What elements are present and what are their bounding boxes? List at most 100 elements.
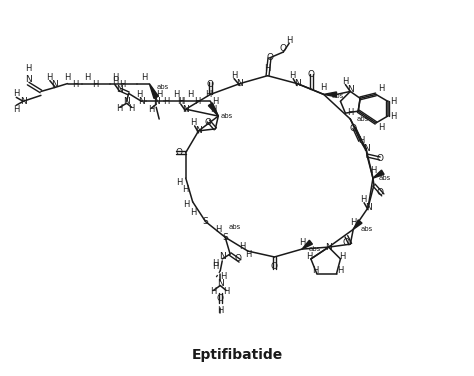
Text: H: H <box>182 185 189 194</box>
Polygon shape <box>373 170 384 178</box>
Text: H: H <box>306 252 312 261</box>
Text: N: N <box>347 85 354 94</box>
Text: H: H <box>360 195 366 204</box>
Polygon shape <box>324 92 337 97</box>
Text: O: O <box>266 53 273 62</box>
Text: O: O <box>280 44 287 53</box>
Text: H: H <box>320 83 327 92</box>
Text: H: H <box>311 266 318 275</box>
Text: H: H <box>173 90 179 99</box>
Text: H: H <box>391 112 397 121</box>
Text: H: H <box>210 105 217 114</box>
Text: H: H <box>391 97 397 106</box>
Text: H: H <box>212 262 219 271</box>
Text: O: O <box>308 70 314 79</box>
Text: H: H <box>191 208 197 217</box>
Text: H: H <box>183 200 190 209</box>
Text: O: O <box>205 118 212 127</box>
Text: H: H <box>212 97 219 106</box>
Text: N: N <box>25 75 31 84</box>
Text: O: O <box>376 188 383 197</box>
Text: N: N <box>365 203 372 212</box>
Text: abs: abs <box>356 116 368 122</box>
Text: H: H <box>177 97 183 106</box>
Text: H: H <box>342 77 348 86</box>
Text: H: H <box>239 242 245 251</box>
Text: H: H <box>245 250 251 259</box>
Text: N: N <box>138 97 145 106</box>
Text: H: H <box>347 108 354 117</box>
Text: N: N <box>237 79 243 88</box>
Text: H: H <box>299 238 305 247</box>
Text: H: H <box>289 71 295 80</box>
Text: H: H <box>194 97 201 106</box>
Text: Eptifibatide: Eptifibatide <box>191 349 283 362</box>
Text: H: H <box>231 71 237 80</box>
Text: abs: abs <box>309 246 321 252</box>
Text: O: O <box>376 154 383 163</box>
Text: N: N <box>117 85 123 94</box>
Text: H: H <box>117 104 123 113</box>
Text: N: N <box>294 79 301 88</box>
Text: abs: abs <box>360 226 373 232</box>
Text: H: H <box>264 64 271 73</box>
Polygon shape <box>353 220 362 229</box>
Text: O: O <box>350 124 357 133</box>
Text: abs: abs <box>220 113 233 119</box>
Text: H: H <box>378 123 384 132</box>
Text: N: N <box>325 243 332 252</box>
Text: O: O <box>235 255 241 264</box>
Text: H: H <box>220 272 227 281</box>
Text: H: H <box>191 118 197 127</box>
Text: H: H <box>210 287 217 296</box>
Polygon shape <box>209 103 219 116</box>
Text: H: H <box>215 225 221 234</box>
Text: H: H <box>64 73 71 82</box>
Text: O: O <box>343 238 350 247</box>
Text: abs: abs <box>332 93 344 99</box>
Text: N: N <box>217 279 224 288</box>
Text: H: H <box>112 77 118 86</box>
Text: H: H <box>223 287 229 296</box>
Text: abs: abs <box>228 224 240 230</box>
Text: H: H <box>148 105 155 114</box>
Text: H: H <box>46 73 53 82</box>
Text: H: H <box>13 105 19 114</box>
Text: H: H <box>212 259 219 268</box>
Text: abs: abs <box>156 83 168 89</box>
Text: H: H <box>92 80 98 89</box>
Text: H: H <box>13 89 19 98</box>
Polygon shape <box>302 240 312 249</box>
Text: H: H <box>141 73 147 82</box>
Text: H: H <box>128 104 135 113</box>
Text: H: H <box>72 80 79 89</box>
Text: H: H <box>156 90 163 99</box>
Text: H: H <box>84 73 91 82</box>
Text: S: S <box>202 217 209 226</box>
Text: N: N <box>182 105 189 114</box>
Text: H: H <box>163 97 169 106</box>
Text: O: O <box>175 148 182 157</box>
Text: N: N <box>219 252 226 261</box>
Text: H: H <box>286 36 292 45</box>
Text: H: H <box>25 64 31 73</box>
Text: H: H <box>350 218 356 227</box>
Text: H: H <box>217 306 223 315</box>
Text: H: H <box>137 90 143 99</box>
Text: H: H <box>188 90 194 99</box>
Text: O: O <box>207 80 214 89</box>
Text: N: N <box>363 144 369 153</box>
Polygon shape <box>149 83 158 99</box>
Text: N: N <box>195 126 202 135</box>
Text: O: O <box>271 262 278 271</box>
Text: H: H <box>178 97 184 106</box>
Text: H: H <box>339 252 346 261</box>
Text: H: H <box>337 266 344 275</box>
Text: H: H <box>176 177 182 186</box>
Text: H: H <box>378 84 384 93</box>
Text: N: N <box>51 80 58 89</box>
Text: H: H <box>205 90 211 99</box>
Text: N: N <box>153 97 160 106</box>
Text: N: N <box>20 97 27 106</box>
Text: H: H <box>112 73 118 82</box>
